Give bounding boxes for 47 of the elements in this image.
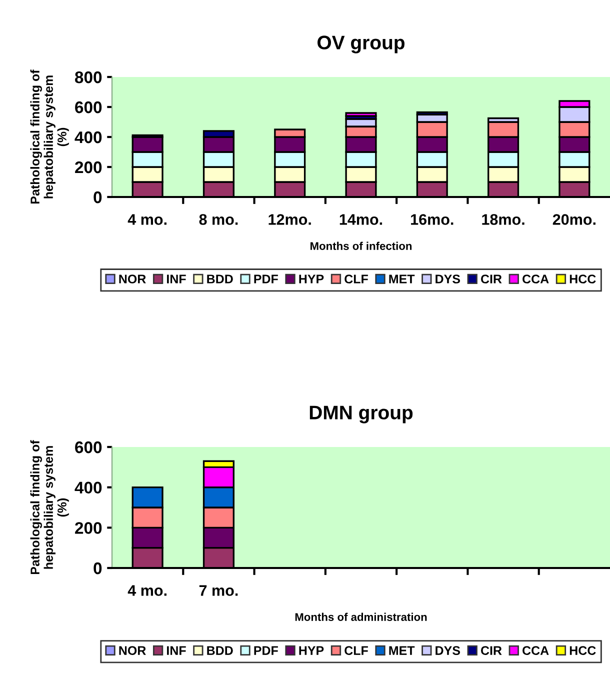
legend-label: CCA (522, 646, 549, 655)
legend-label: CLF (344, 274, 368, 284)
y-tick-label: 800 (75, 71, 102, 84)
legend-label: HYP (299, 274, 324, 284)
y-tick-label: 200 (75, 161, 102, 174)
legend-label: BDD (207, 646, 233, 655)
y-tick-label: 600 (75, 441, 102, 454)
legend-label: MET (389, 646, 415, 655)
x-tick-label: 18mo. (482, 214, 524, 225)
legend-label: PDF (254, 274, 278, 284)
x-tick-label: 14mo. (340, 214, 382, 225)
y-tick-label: 600 (75, 101, 102, 114)
chart-title: OV group (318, 36, 404, 54)
legend-label: NOR (119, 274, 146, 284)
y-tick-label: 200 (75, 522, 102, 534)
x-tick-label: 20mo. (552, 214, 596, 225)
x-tick-label: 4 mo. (128, 585, 166, 596)
x-tick-label: 7 mo. (199, 585, 238, 596)
y-axis-title: Pathological finding of hepatobiliary system (%) (30, 440, 69, 574)
y-tick-label: 400 (74, 131, 102, 144)
x-tick-label: 8 mo. (199, 214, 238, 225)
legend-label: BDD (207, 274, 233, 284)
legend-label: CIR (481, 646, 502, 655)
legend-label: DYS (436, 646, 460, 655)
legend-label: DYS (436, 274, 460, 284)
y-tick-label: 0 (94, 191, 102, 204)
legend-label: NOR (119, 646, 146, 655)
legend-label: CLF (344, 646, 368, 655)
x-tick-label: 12mo. (268, 214, 311, 225)
x-tick-label: 4 mo. (128, 214, 166, 225)
x-tick-label: 16mo. (411, 214, 454, 225)
legend-label: CIR (481, 274, 502, 284)
legend-label: PDF (254, 646, 278, 655)
bar (345, 112, 377, 117)
y-axis-title: Pathological finding of hepatobiliary system (%) (30, 70, 69, 204)
legend-label: MET (389, 274, 415, 284)
legend-label: HCC (570, 646, 596, 655)
chart-title: DMN group (310, 406, 413, 424)
x-axis-title: Months of administration (295, 612, 427, 621)
y-tick-label: 0 (94, 562, 102, 574)
legend-label: HYP (299, 646, 324, 655)
legend-label: HCC (570, 274, 596, 284)
legend-label: INF (167, 646, 186, 655)
y-tick-label: 400 (74, 482, 102, 494)
legend-label: CCA (522, 274, 549, 284)
legend-label: INF (167, 274, 186, 284)
x-axis-title: Months of infection (310, 242, 412, 250)
